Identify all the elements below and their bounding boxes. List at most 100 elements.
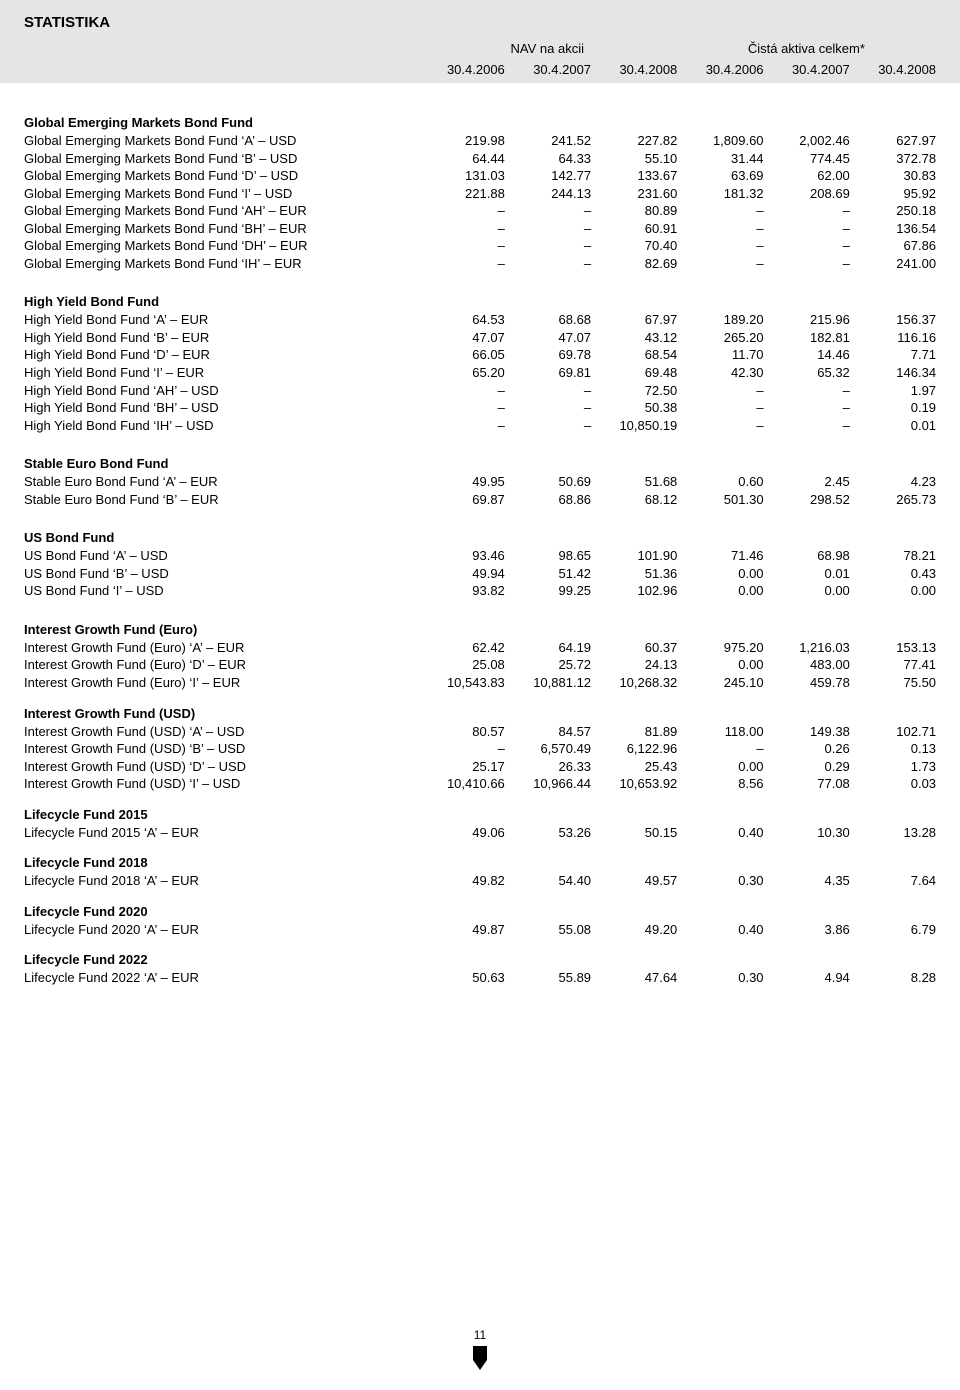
cell-value: 10,543.83: [419, 674, 505, 692]
cell-value: 75.50: [850, 674, 936, 692]
cell-value: –: [505, 220, 591, 238]
row-label: Global Emerging Markets Bond Fund ‘B’ – …: [24, 150, 419, 168]
cell-value: 0.29: [764, 758, 850, 776]
table-row: High Yield Bond Fund ‘AH’ – USD––72.50––…: [24, 382, 936, 400]
cell-value: 53.26: [505, 824, 591, 842]
cell-value: 93.82: [419, 582, 505, 600]
cell-value: 136.54: [850, 220, 936, 238]
table-row: Lifecycle Fund 2015 ‘A’ – EUR49.0653.265…: [24, 824, 936, 842]
cell-value: 50.15: [591, 824, 677, 842]
cell-value: 1.73: [850, 758, 936, 776]
cell-value: 116.16: [850, 329, 936, 347]
row-label: Global Emerging Markets Bond Fund ‘A’ – …: [24, 132, 419, 150]
row-label: Lifecycle Fund 2015 ‘A’ – EUR: [24, 824, 419, 842]
row-label: Global Emerging Markets Bond Fund ‘BH’ –…: [24, 220, 419, 238]
cell-value: 64.19: [505, 639, 591, 657]
col-group-assets: Čistá aktiva celkem*: [677, 41, 936, 56]
cell-value: 99.25: [505, 582, 591, 600]
cell-value: 49.06: [419, 824, 505, 842]
cell-value: 24.13: [591, 656, 677, 674]
cell-value: –: [764, 255, 850, 273]
page: STATISTIKA NAV na akcii Čistá aktiva cel…: [0, 0, 960, 1027]
row-label: US Bond Fund ‘I’ – USD: [24, 582, 419, 600]
row-label: Global Emerging Markets Bond Fund ‘D’ – …: [24, 167, 419, 185]
table-row: Global Emerging Markets Bond Fund ‘D’ – …: [24, 167, 936, 185]
cell-value: 372.78: [850, 150, 936, 168]
cell-value: 3.86: [764, 921, 850, 939]
cell-value: 43.12: [591, 329, 677, 347]
cell-value: 459.78: [764, 674, 850, 692]
section-title: Stable Euro Bond Fund: [24, 456, 936, 471]
table-row: US Bond Fund ‘B’ – USD49.9451.4251.360.0…: [24, 565, 936, 583]
table-section: Lifecycle Fund 2020Lifecycle Fund 2020 ‘…: [24, 904, 936, 939]
cell-value: 98.65: [505, 547, 591, 565]
row-label: Global Emerging Markets Bond Fund ‘I’ – …: [24, 185, 419, 203]
cell-value: –: [505, 202, 591, 220]
row-label: Global Emerging Markets Bond Fund ‘IH’ –…: [24, 255, 419, 273]
cell-value: 10,653.92: [591, 775, 677, 793]
row-label: Lifecycle Fund 2022 ‘A’ – EUR: [24, 969, 419, 987]
cell-value: 231.60: [591, 185, 677, 203]
table-row: Global Emerging Markets Bond Fund ‘DH’ –…: [24, 237, 936, 255]
cell-value: 69.81: [505, 364, 591, 382]
cell-value: 774.45: [764, 150, 850, 168]
cell-value: 0.30: [677, 969, 763, 987]
cell-value: 0.03: [850, 775, 936, 793]
table-section: Lifecycle Fund 2015Lifecycle Fund 2015 ‘…: [24, 807, 936, 842]
cell-value: –: [419, 202, 505, 220]
cell-value: 0.00: [850, 582, 936, 600]
cell-value: 1,809.60: [677, 132, 763, 150]
cell-value: 47.64: [591, 969, 677, 987]
row-label: Interest Growth Fund (USD) ‘I’ – USD: [24, 775, 419, 793]
cell-value: 25.17: [419, 758, 505, 776]
table-row: High Yield Bond Fund ‘D’ – EUR66.0569.78…: [24, 346, 936, 364]
table-row: High Yield Bond Fund ‘I’ – EUR65.2069.81…: [24, 364, 936, 382]
table-row: High Yield Bond Fund ‘IH’ – USD––10,850.…: [24, 417, 936, 435]
row-label: Stable Euro Bond Fund ‘A’ – EUR: [24, 473, 419, 491]
cell-value: 189.20: [677, 311, 763, 329]
cell-value: 69.78: [505, 346, 591, 364]
cell-value: 118.00: [677, 723, 763, 741]
section-title: Lifecycle Fund 2022: [24, 952, 936, 967]
date-header: 30.4.2006: [677, 62, 763, 77]
cell-value: –: [677, 237, 763, 255]
cell-value: 60.37: [591, 639, 677, 657]
row-label: Interest Growth Fund (Euro) ‘I’ – EUR: [24, 674, 419, 692]
cell-value: 4.23: [850, 473, 936, 491]
cell-value: –: [764, 399, 850, 417]
cell-value: –: [677, 202, 763, 220]
cell-value: 0.00: [677, 656, 763, 674]
row-label: Lifecycle Fund 2020 ‘A’ – EUR: [24, 921, 419, 939]
cell-value: 68.54: [591, 346, 677, 364]
table-row: Global Emerging Markets Bond Fund ‘B’ – …: [24, 150, 936, 168]
table-row: Global Emerging Markets Bond Fund ‘IH’ –…: [24, 255, 936, 273]
cell-value: 4.35: [764, 872, 850, 890]
cell-value: –: [419, 255, 505, 273]
cell-value: 142.77: [505, 167, 591, 185]
cell-value: 10,850.19: [591, 417, 677, 435]
cell-value: 4.94: [764, 969, 850, 987]
cell-value: 0.40: [677, 824, 763, 842]
cell-value: 81.89: [591, 723, 677, 741]
cell-value: 227.82: [591, 132, 677, 150]
header-band: STATISTIKA NAV na akcii Čistá aktiva cel…: [0, 0, 960, 83]
cell-value: 156.37: [850, 311, 936, 329]
table-row: Global Emerging Markets Bond Fund ‘BH’ –…: [24, 220, 936, 238]
date-header: 30.4.2007: [764, 62, 850, 77]
cell-value: 0.00: [764, 582, 850, 600]
cell-value: 60.91: [591, 220, 677, 238]
section-title: Interest Growth Fund (USD): [24, 706, 936, 721]
cell-value: 7.71: [850, 346, 936, 364]
cell-value: 49.20: [591, 921, 677, 939]
cell-value: 627.97: [850, 132, 936, 150]
cell-value: 25.72: [505, 656, 591, 674]
cell-value: 95.92: [850, 185, 936, 203]
cell-value: 93.46: [419, 547, 505, 565]
table-row: Stable Euro Bond Fund ‘A’ – EUR49.9550.6…: [24, 473, 936, 491]
cell-value: 0.00: [677, 758, 763, 776]
table-row: US Bond Fund ‘I’ – USD93.8299.25102.960.…: [24, 582, 936, 600]
cell-value: 62.42: [419, 639, 505, 657]
cell-value: 146.34: [850, 364, 936, 382]
table-section: Interest Growth Fund (USD) Interest Growt…: [24, 706, 936, 793]
cell-value: 31.44: [677, 150, 763, 168]
